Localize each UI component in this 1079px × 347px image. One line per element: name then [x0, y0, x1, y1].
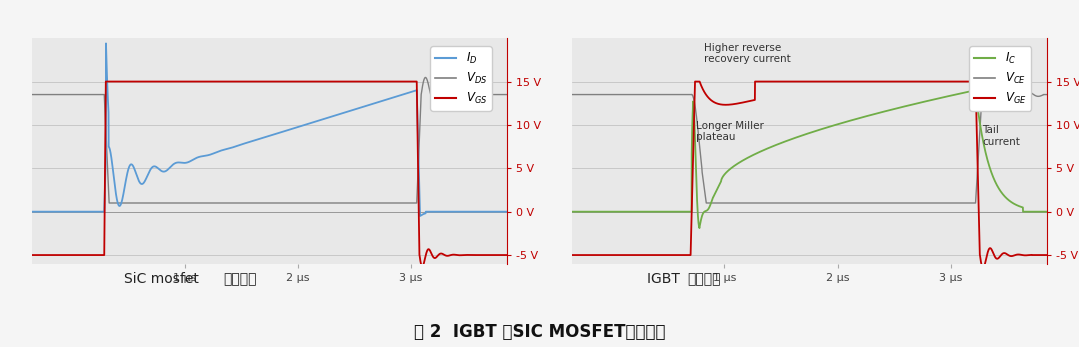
Text: Longer Miller
plateau: Longer Miller plateau — [696, 121, 764, 142]
Legend: $I_D$, $V_{DS}$, $V_{GS}$: $I_D$, $V_{DS}$, $V_{GS}$ — [431, 46, 492, 110]
Legend: $I_C$, $V_{CE}$, $V_{GE}$: $I_C$, $V_{CE}$, $V_{GE}$ — [969, 46, 1032, 110]
Text: IGBT: IGBT — [647, 272, 685, 286]
Text: Tail
current: Tail current — [982, 125, 1020, 146]
Text: SiC mosfet: SiC mosfet — [124, 272, 203, 286]
Text: 开关特性: 开关特性 — [223, 272, 257, 286]
Text: 图 2  IGBT 和SIC MOSFET开关特性: 图 2 IGBT 和SIC MOSFET开关特性 — [413, 323, 666, 341]
Text: 开关特性: 开关特性 — [687, 272, 721, 286]
Text: Higher reverse
recovery current: Higher reverse recovery current — [705, 43, 791, 64]
